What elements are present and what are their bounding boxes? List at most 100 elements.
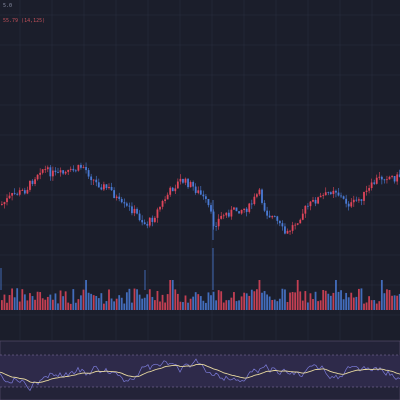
volume-bar	[192, 296, 195, 310]
volume-bar	[95, 295, 98, 310]
candle-body	[113, 190, 115, 198]
volume-bar	[171, 280, 174, 310]
volume-bar	[296, 280, 299, 310]
volume-bar	[92, 295, 95, 310]
candle-body	[332, 190, 335, 195]
candle-body	[100, 187, 103, 190]
volume-bar	[250, 289, 253, 310]
volume-bar	[1, 300, 3, 310]
volume-bar	[227, 300, 230, 310]
candle-body	[169, 187, 172, 195]
candle-body	[95, 179, 98, 183]
volume-bar	[108, 289, 110, 310]
volume-bar	[301, 300, 304, 310]
candle-body	[212, 211, 215, 227]
candle-body	[154, 217, 156, 222]
candle-body	[304, 205, 307, 214]
volume-bar	[347, 297, 350, 310]
candle-body	[314, 199, 317, 204]
volume-bar	[222, 302, 225, 310]
candle-body	[125, 203, 128, 206]
candle-body	[11, 193, 13, 196]
volume-bar	[169, 280, 172, 310]
volume-bar	[133, 288, 136, 310]
candle-body	[39, 172, 42, 175]
volume-bar	[3, 294, 6, 310]
volume-bar	[8, 295, 11, 310]
candle-body	[352, 199, 355, 203]
candle-body	[18, 190, 21, 195]
candle-body	[253, 196, 256, 205]
volume-bar	[156, 290, 159, 310]
volume-bar	[125, 292, 128, 310]
candle-body	[340, 195, 342, 197]
candle-body	[199, 190, 202, 195]
volume-bar	[327, 293, 330, 310]
candle-body	[23, 190, 26, 194]
candle-body	[250, 203, 253, 205]
volume-bar	[380, 280, 383, 310]
candle-body	[62, 170, 64, 174]
volume-bar	[13, 297, 16, 310]
volume-bar	[34, 299, 36, 310]
volume-bar	[166, 294, 169, 310]
candle-body	[393, 176, 396, 182]
candle-body	[370, 182, 373, 189]
volume-bar	[23, 294, 26, 310]
candle-body	[26, 189, 29, 194]
candle-body	[347, 203, 350, 207]
volume-bar	[332, 292, 335, 310]
candle-body	[67, 169, 70, 172]
candle-body	[327, 192, 330, 194]
volume-bar	[64, 291, 67, 310]
candle-body	[69, 168, 72, 170]
volume-bar	[212, 291, 215, 310]
volume-bar	[358, 288, 360, 310]
candle-body	[182, 178, 184, 183]
volume-bar	[286, 302, 289, 310]
volume-bar	[258, 280, 261, 310]
candles-layer	[1, 162, 400, 240]
volume-bar	[294, 292, 297, 310]
candle-body	[187, 178, 189, 188]
volume-bar	[182, 302, 184, 310]
candle-body	[105, 184, 108, 189]
candle-body	[184, 178, 187, 183]
candle-body	[329, 192, 332, 195]
volume-bar	[225, 300, 228, 310]
volume-bar	[148, 289, 151, 310]
candle-body	[159, 206, 161, 210]
volume-bar	[16, 288, 19, 310]
volume-bar	[199, 296, 202, 310]
volume-bar	[207, 292, 210, 310]
candle-body	[248, 203, 251, 212]
candle-body	[54, 170, 57, 173]
volume-bar	[115, 298, 118, 310]
volume-bar	[235, 301, 238, 310]
volume-bar	[105, 301, 108, 310]
candle-body	[161, 200, 164, 207]
candle-body	[278, 220, 281, 224]
volume-bar	[230, 297, 233, 310]
candle-body	[166, 194, 169, 200]
candle-body	[299, 219, 302, 224]
volume-bar	[335, 280, 337, 310]
candle-body	[64, 171, 67, 174]
candle-body	[240, 210, 243, 214]
candle-body	[398, 174, 400, 177]
candle-body	[350, 202, 353, 207]
volume-bar	[266, 294, 268, 310]
volume-bar	[299, 291, 302, 310]
candle-body	[1, 204, 3, 205]
volume-bar	[36, 291, 39, 310]
candle-body	[263, 202, 266, 211]
candle-body	[388, 176, 391, 180]
volume-bar	[176, 293, 179, 310]
volume-bar	[87, 292, 90, 310]
candle-body	[268, 215, 271, 218]
volume-bar	[143, 297, 146, 310]
candle-body	[271, 216, 274, 218]
candle-body	[103, 184, 105, 190]
volume-bar	[368, 296, 370, 310]
